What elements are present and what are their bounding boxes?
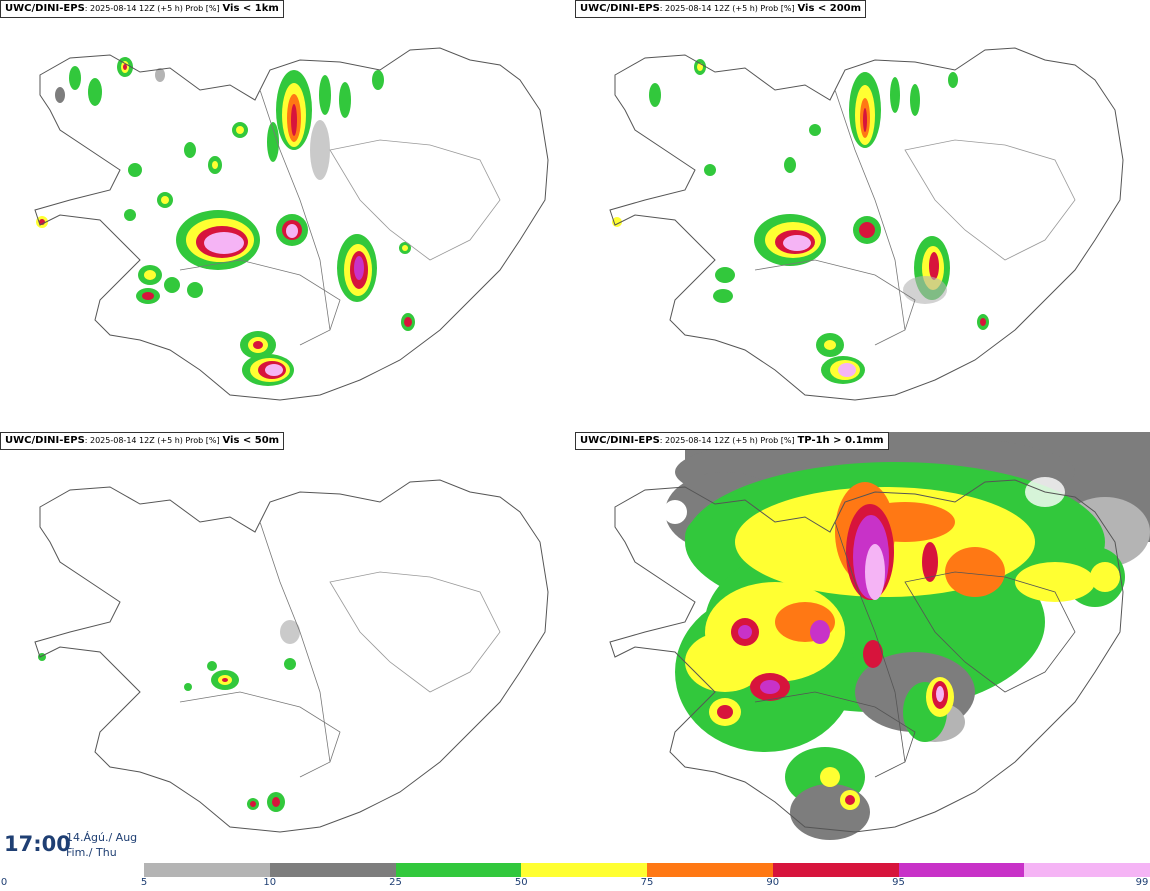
legend-swatch — [144, 863, 270, 877]
valid-time: 17:00 — [4, 832, 71, 856]
map-panel-vis-200m: UWC/DINI-EPS: 2025-08-14 12Z (+5 h) Prob… — [575, 0, 1150, 432]
panel-title: UWC/DINI-EPS: 2025-08-14 12Z (+5 h) Prob… — [575, 432, 889, 450]
valid-date: 14.Ágú./ Aug Fim./ Thu — [66, 830, 137, 860]
legend-ticks: 0 5 10 25 50 75 90 95 99 — [0, 877, 1150, 891]
legend-tick-label: 90 — [766, 877, 780, 888]
legend-tick-label: 50 — [514, 877, 528, 888]
legend-swatch — [772, 863, 899, 877]
legend-swatch — [521, 863, 647, 877]
iceland-map — [609, 432, 1150, 840]
legend-tick-label: 10 — [263, 877, 277, 888]
panel-title: UWC/DINI-EPS: 2025-08-14 12Z (+5 h) Prob… — [575, 0, 867, 18]
legend-tick-label: 0 — [0, 877, 8, 888]
map-panel-vis-50m: UWC/DINI-EPS: 2025-08-14 12Z (+5 h) Prob… — [0, 432, 575, 864]
panel-title: UWC/DINI-EPS: 2025-08-14 12Z (+5 h) Prob… — [0, 0, 284, 18]
legend-tick-label: 99 — [1135, 877, 1149, 888]
legend-tick-label: 5 — [140, 877, 148, 888]
color-legend — [144, 863, 1150, 877]
valid-time-box: 17:00 14.Ágú./ Aug Fim./ Thu — [0, 826, 142, 864]
legend-swatch — [898, 863, 1025, 877]
iceland-map — [609, 47, 1124, 401]
legend-swatch — [269, 863, 396, 877]
map-panel-vis-1km: UWC/DINI-EPS: 2025-08-14 12Z (+5 h) Prob… — [0, 0, 575, 432]
valid-date-line1: 14.Ágú./ Aug — [66, 831, 138, 844]
legend-tick-label: 75 — [640, 877, 654, 888]
legend-tick-label: 25 — [389, 877, 402, 888]
legend-swatch — [395, 863, 522, 877]
iceland-map — [34, 479, 549, 833]
legend-swatch — [1024, 863, 1150, 877]
panel-title: UWC/DINI-EPS: 2025-08-14 12Z (+5 h) Prob… — [0, 432, 285, 450]
legend-tick-label: 95 — [892, 877, 905, 888]
map-panel-tp-1h: UWC/DINI-EPS: 2025-08-14 12Z (+5 h) Prob… — [575, 432, 1150, 864]
valid-date-line2: Fim./ Thu — [66, 846, 117, 859]
iceland-map — [34, 47, 549, 401]
legend-swatch — [647, 863, 773, 877]
